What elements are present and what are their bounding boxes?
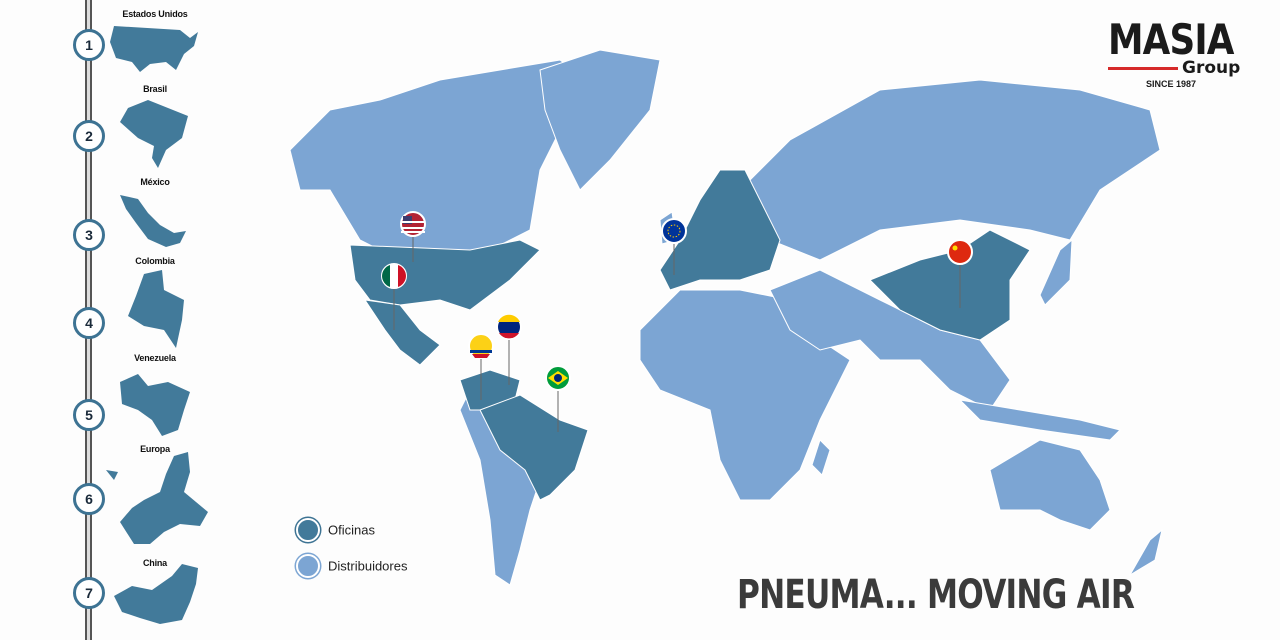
label-europa: Europa [140, 444, 170, 454]
china-shape [114, 564, 198, 624]
logo-name: MASIA [1108, 15, 1234, 64]
usa-office [349, 239, 541, 311]
legend-offices: Oficinas [296, 518, 375, 542]
logo-group: Group [1182, 58, 1241, 78]
distributors-swatch [296, 554, 320, 578]
eu-flag-pin[interactable] [661, 218, 687, 275]
china-office [869, 229, 1031, 341]
russia-asia [739, 79, 1161, 261]
step-5: 5 [73, 399, 105, 431]
europe-office [659, 169, 781, 291]
offices-label: Oficinas [328, 522, 375, 538]
logo-since: SINCE 1987 [1146, 79, 1197, 89]
label-brasil: Brasil [143, 84, 167, 94]
slogan: PNEUMA... MOVING AIR [737, 572, 1135, 618]
europe-shape [106, 452, 208, 544]
offices-swatch [296, 518, 320, 542]
step-7: 7 [73, 577, 105, 609]
pins [381, 211, 973, 432]
mexico-flag-pin[interactable] [381, 263, 407, 330]
venezuela-flag-pin[interactable] [496, 314, 522, 385]
usa-flag-pin[interactable] [400, 211, 426, 262]
africa [639, 289, 851, 501]
madagascar [811, 439, 831, 476]
greenland [539, 49, 661, 191]
step-4: 4 [73, 307, 105, 339]
label-colombia: Colombia [135, 256, 175, 266]
mexico-shape [120, 195, 186, 247]
colombia-shape [128, 270, 184, 348]
north-america-distributor [289, 59, 601, 271]
distributors-label: Distribuidores [328, 558, 408, 574]
legend-distributors: Distribuidores [296, 554, 407, 578]
step-2: 2 [73, 120, 105, 152]
label-china: China [142, 558, 167, 568]
label-venezuela: Venezuela [134, 353, 176, 363]
brazil-flag-pin[interactable] [545, 365, 571, 432]
brazil-office [479, 394, 589, 501]
logo-red-line [1108, 66, 1178, 70]
label-mexico: México [140, 177, 170, 187]
usa-shape [110, 26, 198, 72]
new-zealand [1128, 528, 1163, 577]
step-6: 6 [73, 483, 105, 515]
step-3: 3 [73, 219, 105, 251]
brazil-shape [120, 100, 188, 168]
japan [1039, 238, 1073, 306]
colombia-flag-pin[interactable] [468, 333, 494, 400]
china-flag-pin[interactable] [947, 239, 973, 308]
masia-logo: MASIA Group SINCE 1987 [1108, 15, 1248, 89]
australia [989, 439, 1111, 531]
venezuela-shape [120, 374, 190, 436]
mexico-office [363, 299, 441, 366]
indonesia [958, 399, 1121, 441]
label-estados-unidos: Estados Unidos [122, 9, 188, 19]
step-1: 1 [73, 29, 105, 61]
